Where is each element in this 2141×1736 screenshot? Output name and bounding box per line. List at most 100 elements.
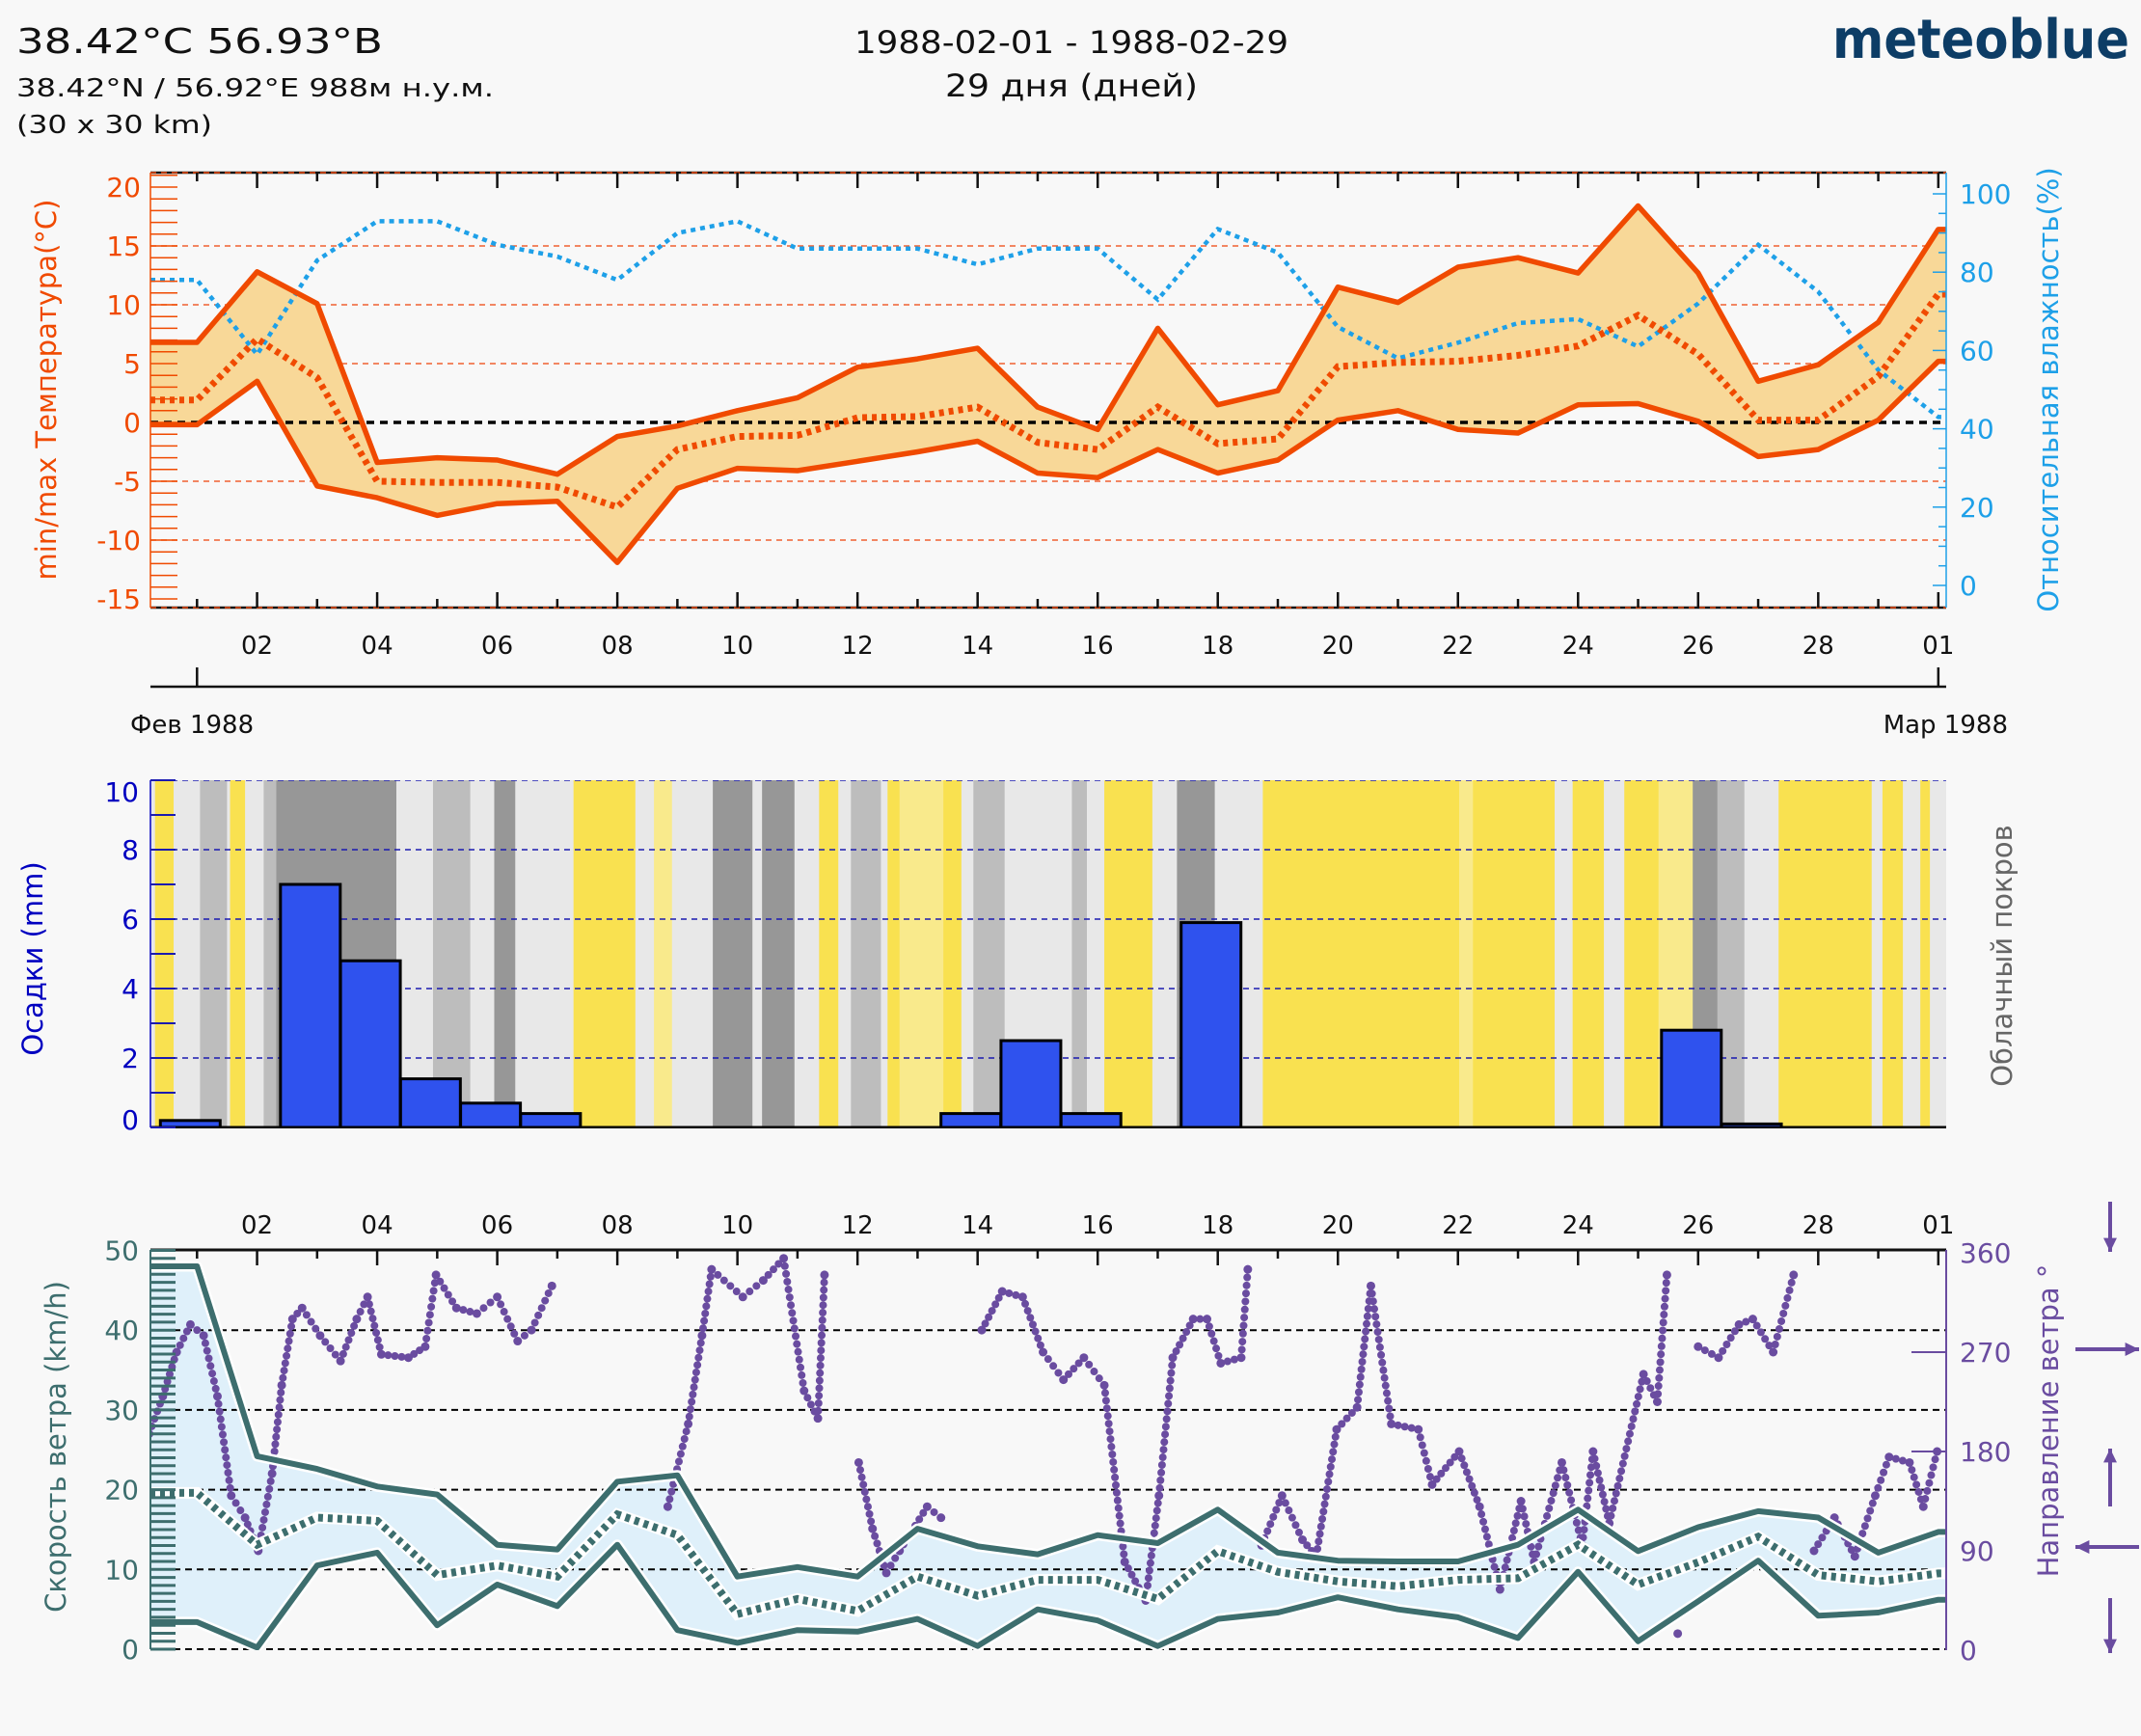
wind-direction-point [1203,1315,1212,1324]
wind-direction-point [1356,1372,1365,1381]
wind-direction-point [1659,1326,1667,1335]
wind-direction-point [881,1568,891,1578]
wind-direction-point [1164,1399,1173,1408]
temperature-tick-label: 5 [123,348,141,380]
wind-direction-point [204,1354,213,1363]
wind-direction-point [806,1400,815,1409]
wind-direction-point [1858,1530,1867,1538]
wind-direction-point [1324,1478,1333,1486]
wind-direction-point [1722,1340,1731,1348]
wind-direction-point [466,1308,474,1316]
cloud-cover-stripe [227,780,231,1128]
wind-direction-point [287,1315,297,1324]
wind-direction-point [1567,1496,1576,1505]
wind-direction-point [1377,1350,1386,1359]
temperature-tick-label: -10 [96,525,141,556]
wind-direction-point [1112,1488,1121,1497]
wind-direction-point [263,1492,272,1501]
wind-direction-point [260,1507,269,1516]
cloud-cover-stripe [494,780,516,1128]
wind-direction-point [688,1397,696,1406]
wind-direction-tick-label: 360 [1960,1237,2011,1269]
wind-direction-point [1662,1287,1670,1295]
arrow-up-icon-head [2103,1449,2117,1463]
wind-direction-point [1109,1457,1118,1466]
wind-direction-point [1240,1314,1249,1322]
wind-direction-point [1580,1526,1588,1534]
wind-direction-point [684,1419,693,1428]
wind-direction-point [274,1410,283,1419]
wind-direction-point [1863,1514,1872,1523]
day-label: 02 [241,632,273,661]
wind-direction-point [783,1277,792,1286]
wind-direction-point [1357,1365,1366,1373]
wind-direction-point [1622,1445,1631,1453]
cloud-cover-stripe [1604,780,1625,1128]
arrow-right-icon-head [2125,1343,2139,1356]
wind-direction-point [1239,1321,1248,1330]
wind-direction-point [267,1469,277,1478]
wind-direction-point [1585,1478,1594,1487]
wind-direction-point [915,1515,924,1524]
wind-direction-point [1642,1377,1651,1386]
precipitation-tick-label: 0 [122,1104,139,1136]
precipitation-bar [1660,1028,1723,1128]
precipitation-bar [939,1112,1003,1128]
cloud-cover-stripe [1104,780,1153,1128]
cloud-cover-stripe [1262,780,1460,1128]
wind-direction-point [1468,1481,1477,1490]
wind-direction-point [789,1316,798,1325]
wind-speed-tick-label: 20 [104,1475,139,1506]
wind-direction-point [1369,1297,1377,1306]
temperature-tick-label: -5 [114,466,141,498]
wind-direction-point [1332,1424,1342,1434]
wind-direction-point [1423,1464,1432,1473]
wind-direction-point [871,1532,880,1540]
wind-direction-point [1321,1492,1330,1501]
wind-direction-point [312,1324,320,1333]
wind-direction-point [867,1517,876,1526]
wind-direction-point [1655,1366,1664,1374]
wind-direction-point [774,1260,783,1268]
wind-direction-point [1584,1494,1592,1503]
wind-direction-point [211,1384,220,1393]
wind-direction-point [1460,1461,1469,1470]
wind-direction-point [1470,1488,1478,1497]
wind-direction-point [669,1479,678,1488]
wind-direction-point [217,1423,226,1431]
wind-direction-point [816,1361,825,1370]
wind-direction-point [1513,1511,1522,1520]
cloud-cover-stripe [838,780,852,1128]
wind-direction-point [423,1326,432,1335]
wind-direction-point [1054,1369,1063,1377]
wind-day-label: 06 [481,1211,513,1240]
wind-direction-point [376,1349,386,1359]
precipitation-bar [1059,1112,1123,1128]
wind-direction-point [1347,1408,1356,1417]
wind-direction-point [1110,1465,1119,1474]
wind-direction-point [1927,1471,1936,1479]
wind-day-label: 02 [241,1211,273,1240]
wind-day-label: 28 [1802,1211,1834,1240]
wind-direction-point [410,1349,419,1358]
wind-direction-point [1360,1343,1369,1351]
wind-direction-point [1157,1468,1166,1477]
wind-direction-point [1773,1332,1781,1341]
wind-direction-point [1551,1481,1559,1490]
wind-direction-point [1771,1340,1779,1348]
wind-direction-point [689,1390,697,1398]
wind-direction-point [503,1315,512,1323]
wind-direction-point [738,1292,747,1302]
cloud-cover-stripe [1920,780,1931,1128]
wind-direction-point [873,1539,881,1548]
wind-direction-point [1168,1353,1178,1363]
wind-direction-point [1182,1328,1191,1337]
wind-direction-point [1657,1342,1666,1350]
wind-direction-point [1779,1309,1788,1317]
precipitation-tick-label: 2 [122,1043,139,1074]
wind-direction-point [240,1513,250,1523]
wind-direction-point [691,1375,699,1384]
wind-direction-point [236,1506,245,1515]
cloud-cover-stripe [396,780,434,1128]
wind-direction-point [1241,1297,1250,1306]
